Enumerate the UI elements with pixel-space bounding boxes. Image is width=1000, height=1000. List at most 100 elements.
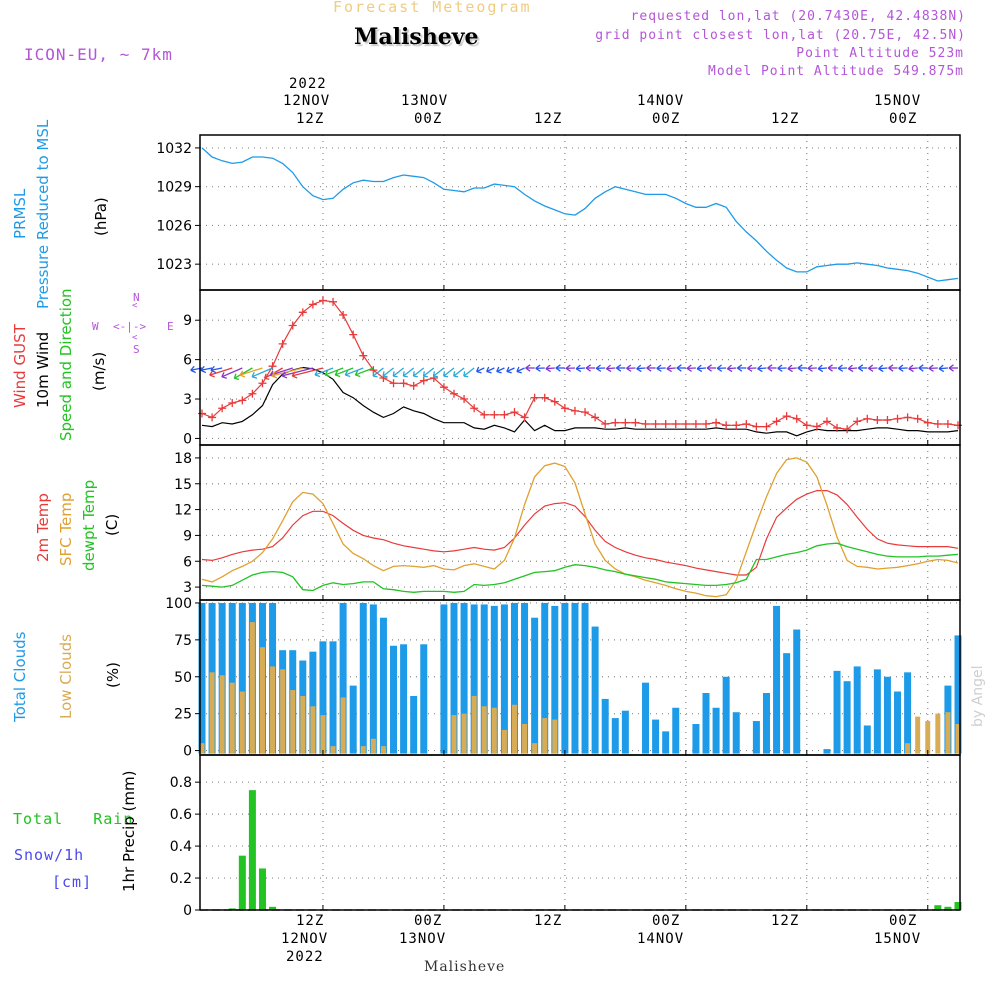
total-cloud-bar [873,669,881,754]
arrow-head [475,366,482,374]
low-cloud-bar [935,713,941,754]
arrow-head [372,371,378,378]
total-cloud-bar [793,629,801,754]
arrow-shaft [545,367,555,370]
bottom-hour-label: 00Z [889,913,918,929]
arrow-shaft [372,367,384,377]
total-cloud-bar [601,698,609,754]
compass-arrows: <-|-> [113,320,147,333]
top-hour-label: 00Z [652,111,681,127]
wind-gust-marker [601,419,610,428]
rain-bar [228,908,236,910]
wind-gust-marker [822,417,831,426]
wind-gust-marker [591,413,600,422]
wind-direction-arrow [221,367,243,379]
arrow-shaft [402,367,415,377]
arrow-head [706,364,712,372]
total-cloud-bar [752,721,760,754]
model-point-altitude: Model Point Altitude 549.875m [708,64,964,79]
total-cloud-bar [702,693,710,754]
arrow-head [334,370,341,378]
arrow-head [535,364,541,372]
wind-direction-arrow [847,364,858,373]
precip-y-tick-label: 0.8 [170,775,192,791]
top-hour-label: 12Z [296,111,325,127]
wind-gust-marker [510,408,519,417]
low-cloud-bar [340,697,346,754]
wind-direction-arrow [747,364,757,372]
arrow-head [888,364,894,372]
wind-gust-marker [923,418,932,427]
wind-direction-arrow [475,366,485,374]
wind-gust-marker [893,414,902,423]
arrow-shaft [757,367,767,370]
total-cloud-bar [652,719,660,754]
total-cloud-bar [329,641,337,754]
wind-direction-arrow [857,364,868,372]
low-cloud-bar [280,669,286,754]
arrow-head [585,364,591,372]
arrow-head [281,371,288,379]
total-cloud-bar [712,707,720,754]
pressure-line [201,147,959,282]
arrow-shaft [636,367,646,370]
grid-point-coords: grid point closest lon,lat (20.75E, 42.5… [595,28,966,43]
wind-direction-arrow [898,364,908,372]
low-cloud-bar [532,743,538,754]
arrow-head [209,370,215,378]
wind-direction-arrow [496,366,505,374]
temp-y-tick-label: 18 [174,451,192,467]
wind-gust-marker [258,379,267,388]
arrow-head [646,364,652,372]
wind-direction-arrow [706,364,717,372]
wind-gust-marker [802,421,811,430]
total-cloud-bar [722,676,730,754]
low-cloud-bar [915,716,921,754]
wind-direction-arrow [453,367,465,378]
arrow-head [432,371,439,378]
total-cloud-bar [692,724,700,754]
total-cloud-bar [369,604,377,754]
low-cloud-bar [370,738,376,754]
compass-stem: < [132,333,138,343]
arrow-head [605,364,612,373]
arrow-head [757,364,763,373]
wind-gust-marker [308,300,317,309]
total-cloud-bar [500,604,508,754]
model-label: ICON-EU, ~ 7km [24,45,173,64]
wind-gust-marker [933,419,942,428]
grid-lines [200,135,960,911]
bottom-date-label: 15NOV [874,931,922,947]
wind-gust-line [201,299,959,430]
wind-gust-marker [863,414,872,423]
total-cloud-bar [480,604,488,754]
total-cloud-bar [541,602,549,754]
arrow-head [837,364,844,372]
pressure-y-tick-label: 1026 [156,218,192,234]
arrow-shaft [697,367,707,370]
wind-direction-arrow [837,364,848,372]
arrow-shaft [817,367,828,370]
arrow-shaft [486,367,495,373]
arrow-head [696,364,703,373]
wind-gust-marker [732,421,741,430]
wind-gust-marker [903,413,912,422]
top-date-label: 12NOV [283,93,331,109]
wind-direction-arrow [767,364,777,372]
rain-label: Rain [93,810,134,828]
wind-direction-arrow [867,364,878,372]
arrow-head [676,364,682,372]
series-lines [201,147,959,598]
wind-gust-marker [873,416,882,425]
bottom-date-label: 13NOV [399,931,447,947]
wind-gust-marker [409,381,418,390]
wind-gust-marker [651,419,660,428]
wind-gust-marker [389,379,398,388]
arrow-head [525,364,531,372]
rain-bar [248,790,256,910]
wind-gust-marker [772,417,781,426]
arrow-head [908,364,914,373]
precip-y-tick-label: 0 [183,903,192,919]
wind-direction-arrow [486,366,495,374]
wind-direction-arrow [777,364,787,372]
